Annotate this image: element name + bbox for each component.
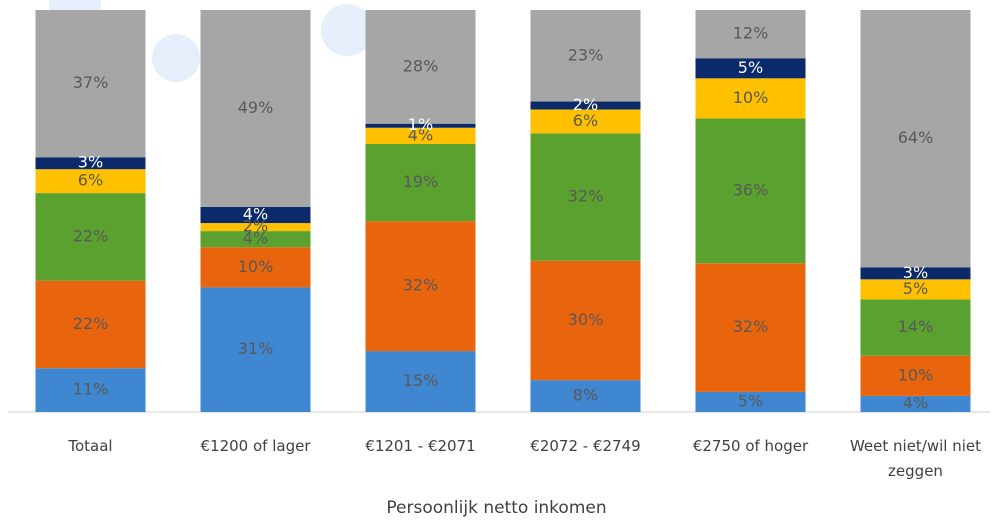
- bar-segment: [35, 368, 146, 412]
- x-tick-label: €1200 of lager: [200, 437, 311, 455]
- bar-segment: [200, 247, 311, 288]
- data-label: 10%: [898, 365, 934, 384]
- bar-segment: [35, 280, 146, 369]
- data-label: 64%: [898, 128, 934, 147]
- data-label: 6%: [78, 171, 103, 190]
- data-label: 4%: [903, 393, 928, 412]
- data-label: 14%: [898, 317, 934, 336]
- bar-segment: [860, 355, 971, 396]
- bar-segment: [695, 118, 806, 264]
- data-label: 11%: [73, 380, 109, 399]
- bar-segment: [695, 10, 806, 59]
- bar-segment: [695, 58, 806, 79]
- bar-segment: [200, 223, 311, 232]
- data-label: 31%: [238, 339, 274, 358]
- data-label: 4%: [243, 229, 268, 248]
- bar-segment: [365, 144, 476, 222]
- bar-segment: [200, 10, 311, 207]
- bar-segment: [530, 109, 641, 134]
- x-tick-label: €1201 - €2071: [365, 437, 476, 455]
- data-label: 23%: [568, 45, 604, 64]
- data-label: 10%: [733, 88, 769, 107]
- decor-circle: [321, 4, 373, 56]
- data-label: 19%: [403, 172, 439, 191]
- data-label: 5%: [738, 391, 763, 410]
- data-label: 32%: [568, 187, 604, 206]
- bar-segment: [530, 380, 641, 412]
- data-label: 1%: [408, 115, 433, 134]
- data-label: 8%: [573, 386, 598, 405]
- data-label: 6%: [573, 111, 598, 130]
- bar-segment: [365, 127, 476, 144]
- x-tick-label: €2072 - €2749: [530, 437, 641, 455]
- data-label: 12%: [733, 24, 769, 43]
- bar-segment: [35, 169, 146, 194]
- bar-segment: [695, 391, 806, 412]
- data-label: 37%: [73, 73, 109, 92]
- bar-segment: [365, 351, 476, 412]
- bar-segment: [35, 157, 146, 170]
- bar-segment: [695, 78, 806, 119]
- data-label: 30%: [568, 310, 604, 329]
- data-label: 3%: [78, 153, 103, 172]
- bar-segment: [530, 260, 641, 381]
- bar-segment: [860, 299, 971, 356]
- data-label: 22%: [73, 226, 109, 245]
- x-tick-label: €2750 of hoger: [692, 437, 809, 455]
- bar-segment: [200, 231, 311, 248]
- bar-segment: [200, 206, 311, 224]
- bar-segment: [695, 263, 806, 392]
- data-label: 5%: [738, 58, 763, 77]
- bar-segment: [860, 10, 971, 268]
- data-label: 36%: [733, 180, 769, 199]
- bar-segment: [200, 287, 311, 412]
- x-tick-label: Weet niet/wil niet zeggen: [849, 437, 982, 480]
- data-label: 28%: [403, 56, 439, 75]
- data-label: 32%: [403, 276, 439, 295]
- x-axis-title: Persoonlijk netto inkomen: [386, 498, 607, 518]
- bar-segment: [35, 10, 146, 158]
- data-label: 5%: [903, 279, 928, 298]
- bar-segment: [860, 395, 971, 412]
- bar-segment: [365, 123, 476, 128]
- data-label: 2%: [573, 95, 598, 114]
- data-label: 22%: [73, 314, 109, 333]
- bar-segment: [530, 133, 641, 261]
- data-label: 4%: [243, 205, 268, 224]
- data-label: 15%: [403, 371, 439, 390]
- bar-segment: [860, 279, 971, 300]
- bar-segment: [530, 101, 641, 110]
- x-tick-label: Totaal: [68, 437, 113, 455]
- bar-segment: [530, 10, 641, 102]
- data-label: 49%: [238, 98, 274, 117]
- data-label: 4%: [408, 125, 433, 144]
- data-label: 3%: [903, 263, 928, 282]
- decor-circle: [152, 34, 200, 82]
- data-label: 10%: [238, 257, 274, 276]
- data-label: 32%: [733, 317, 769, 336]
- data-label: 2%: [243, 217, 268, 236]
- bar-segment: [860, 267, 971, 280]
- bar-segment: [365, 10, 476, 124]
- bar-segment: [35, 193, 146, 281]
- bar-segment: [365, 221, 476, 352]
